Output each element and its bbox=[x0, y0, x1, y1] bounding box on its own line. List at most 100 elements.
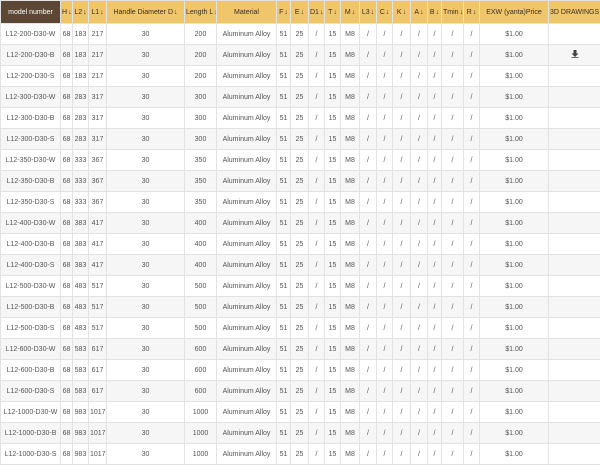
cell: / bbox=[463, 44, 480, 66]
cell: / bbox=[463, 254, 480, 276]
cell: / bbox=[410, 128, 428, 150]
cell: 617 bbox=[88, 380, 107, 402]
cell: / bbox=[441, 401, 464, 423]
header-cell[interactable]: H bbox=[60, 0, 73, 24]
cell: / bbox=[427, 317, 442, 339]
cell: 30 bbox=[106, 338, 185, 360]
cell: / bbox=[427, 212, 442, 234]
cell: / bbox=[410, 149, 428, 171]
drawing-cell bbox=[548, 359, 600, 381]
cell: / bbox=[463, 296, 480, 318]
header-cell[interactable]: Handle Diameter D bbox=[106, 0, 185, 24]
cell: 68 bbox=[60, 149, 73, 171]
cell: $1.00 bbox=[479, 65, 549, 87]
cell: / bbox=[427, 275, 442, 297]
cell: Aluminum Alloy bbox=[216, 212, 277, 234]
cell: 68 bbox=[60, 443, 73, 465]
cell: / bbox=[376, 212, 393, 234]
cell: M8 bbox=[340, 44, 360, 66]
header-cell[interactable]: F bbox=[276, 0, 291, 24]
cell: M8 bbox=[340, 338, 360, 360]
header-cell[interactable]: A bbox=[410, 0, 428, 24]
cell: / bbox=[410, 296, 428, 318]
drawing-cell bbox=[548, 44, 600, 66]
cell: 51 bbox=[276, 380, 291, 402]
cell: / bbox=[359, 107, 377, 129]
cell: 15 bbox=[324, 86, 341, 108]
cell: / bbox=[376, 233, 393, 255]
cell: $1.00 bbox=[479, 233, 549, 255]
cell: 500 bbox=[184, 296, 217, 318]
header-cell[interactable]: M bbox=[340, 0, 360, 24]
cell: M8 bbox=[340, 254, 360, 276]
cell: $1.00 bbox=[479, 254, 549, 276]
cell: / bbox=[359, 317, 377, 339]
cell: 51 bbox=[276, 275, 291, 297]
cell: / bbox=[376, 380, 393, 402]
cell: 68 bbox=[60, 44, 73, 66]
cell: / bbox=[359, 149, 377, 171]
cell: 25 bbox=[290, 338, 309, 360]
cell: / bbox=[376, 170, 393, 192]
cell: 30 bbox=[106, 443, 185, 465]
cell: 15 bbox=[324, 380, 341, 402]
table-row: L12-300-D30-B 68 283 317 30 300 Aluminum Alloy… bbox=[0, 107, 600, 129]
cell: / bbox=[376, 338, 393, 360]
cell: 51 bbox=[276, 170, 291, 192]
cell: / bbox=[427, 422, 442, 444]
cell: 51 bbox=[276, 338, 291, 360]
cell: / bbox=[441, 317, 464, 339]
download-icon[interactable] bbox=[571, 50, 579, 58]
header-cell[interactable]: R bbox=[463, 0, 480, 24]
cell: / bbox=[392, 233, 411, 255]
header-cell[interactable]: T bbox=[324, 0, 341, 24]
cell: / bbox=[308, 86, 325, 108]
header-cell[interactable]: model number bbox=[0, 0, 61, 24]
cell: / bbox=[427, 128, 442, 150]
header-cell[interactable]: Tmin bbox=[441, 0, 464, 24]
cell: L12-400-D30-W bbox=[0, 212, 61, 234]
cell: 183 bbox=[72, 65, 89, 87]
cell: / bbox=[463, 65, 480, 87]
cell: / bbox=[441, 128, 464, 150]
header-cell[interactable]: L3 bbox=[359, 0, 377, 24]
cell: 200 bbox=[184, 65, 217, 87]
cell: / bbox=[427, 23, 442, 45]
header-cell[interactable]: L1 bbox=[88, 0, 107, 24]
cell: 68 bbox=[60, 296, 73, 318]
cell: / bbox=[392, 149, 411, 171]
cell: L12-400-D30-S bbox=[0, 254, 61, 276]
cell: / bbox=[392, 23, 411, 45]
table-row: L12-300-D30-W 68 283 317 30 300 Aluminum Alloy… bbox=[0, 86, 600, 108]
cell: 15 bbox=[324, 443, 341, 465]
cell: 983 bbox=[72, 401, 89, 423]
header-cell[interactable]: E bbox=[290, 0, 309, 24]
cell: / bbox=[359, 44, 377, 66]
table-header: model number H L2 L1 Handle Diameter D L… bbox=[0, 0, 600, 24]
cell: L12-350-D30-W bbox=[0, 149, 61, 171]
cell: L12-1000-D30-S bbox=[0, 443, 61, 465]
header-cell[interactable]: Length L bbox=[184, 0, 217, 24]
header-cell[interactable]: L2 bbox=[72, 0, 89, 24]
cell: 30 bbox=[106, 317, 185, 339]
cell: / bbox=[463, 338, 480, 360]
cell: 30 bbox=[106, 86, 185, 108]
cell: / bbox=[308, 170, 325, 192]
header-cell[interactable]: D1 bbox=[308, 0, 325, 24]
cell: 25 bbox=[290, 317, 309, 339]
cell: M8 bbox=[340, 401, 360, 423]
header-cell[interactable]: B bbox=[427, 0, 442, 24]
cell: Aluminum Alloy bbox=[216, 86, 277, 108]
cell: 600 bbox=[184, 380, 217, 402]
cell: M8 bbox=[340, 233, 360, 255]
cell: / bbox=[359, 443, 377, 465]
header-cell[interactable]: C bbox=[376, 0, 393, 24]
header-cell: Material bbox=[216, 0, 277, 24]
cell: $1.00 bbox=[479, 296, 549, 318]
cell: M8 bbox=[340, 359, 360, 381]
header-cell[interactable]: K bbox=[392, 0, 411, 24]
cell: / bbox=[392, 212, 411, 234]
cell: 51 bbox=[276, 317, 291, 339]
cell: 15 bbox=[324, 23, 341, 45]
table-row: L12-1000-D30-W 68 983 1017 30 1000 Aluminum Al… bbox=[0, 401, 600, 423]
